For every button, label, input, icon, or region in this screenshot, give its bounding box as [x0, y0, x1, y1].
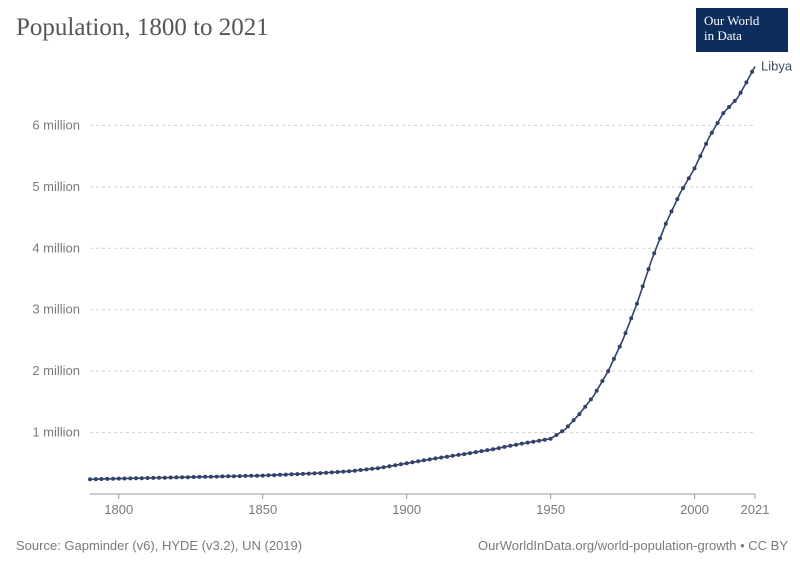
y-tick-label: 1 million: [32, 425, 80, 440]
series-label-libya: Libya: [761, 58, 793, 73]
series-line-libya: [90, 67, 755, 480]
y-tick-label: 6 million: [32, 117, 80, 132]
x-tick-label: 1800: [104, 502, 133, 517]
chart-footer: Source: Gapminder (v6), HYDE (v3.2), UN …: [16, 538, 788, 553]
source-text: Source: Gapminder (v6), HYDE (v3.2), UN …: [16, 538, 302, 553]
logo-line-2: in Data: [704, 29, 780, 44]
y-tick-label: 4 million: [32, 240, 80, 255]
series-dots-libya: [88, 70, 754, 482]
x-tick-label: 2021: [741, 502, 770, 517]
x-tick-label: 2000: [680, 502, 709, 517]
chart-plot: 1 million 2 million 3 million 4 million 5 mi…: [0, 54, 800, 524]
x-tick-label: 1850: [248, 502, 277, 517]
y-tick-label: 5 million: [32, 179, 80, 194]
x-tick-label: 1900: [392, 502, 421, 517]
chart-title: Population, 1800 to 2021: [16, 14, 269, 42]
y-tick-label: 2 million: [32, 363, 80, 378]
x-tick-label: 1950: [536, 502, 565, 517]
attribution-text: OurWorldInData.org/world-population-grow…: [478, 538, 788, 553]
y-tick-label: 3 million: [32, 302, 80, 317]
owid-logo: Our World in Data: [696, 8, 788, 52]
logo-line-1: Our World: [704, 14, 780, 29]
